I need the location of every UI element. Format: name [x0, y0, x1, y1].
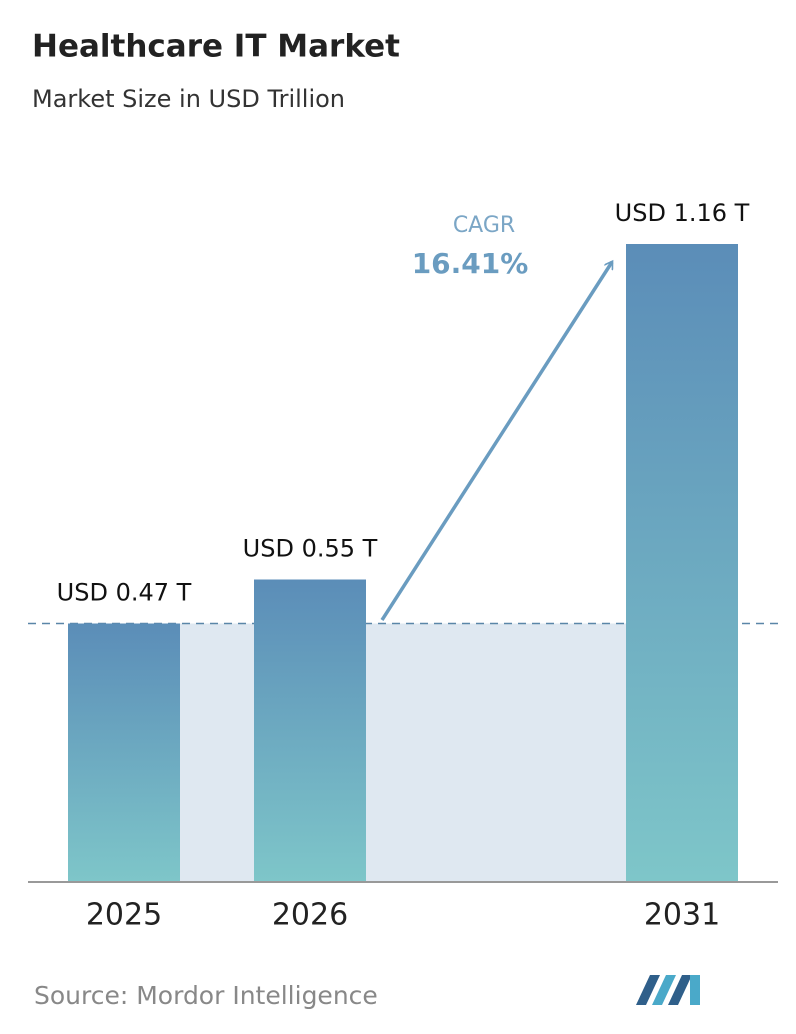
value-label: USD 1.16 T	[615, 199, 750, 227]
chart-subtitle: Market Size in USD Trillion	[32, 85, 345, 113]
bar	[626, 244, 738, 882]
bar	[68, 623, 180, 882]
x-tick-label: 2025	[86, 898, 162, 933]
x-tick-label: 2026	[272, 898, 348, 933]
logo	[636, 975, 700, 1005]
cagr-label: CAGR	[453, 213, 515, 238]
value-label: USD 0.55 T	[243, 535, 378, 563]
value-label: USD 0.47 T	[57, 579, 192, 607]
cagr-arrow	[380, 262, 614, 621]
x-tick-label: 2031	[644, 898, 720, 933]
source: Source: Mordor Intelligence	[34, 981, 378, 1010]
plot-area: USD 0.47 T 2025 USD 0.55 T 2026 USD 1.16 T 20…	[28, 199, 780, 933]
cagr-value: 16.41%	[412, 247, 529, 280]
bar	[254, 579, 366, 882]
chart-title: Healthcare IT Market	[32, 29, 400, 65]
reference-area	[124, 623, 682, 882]
